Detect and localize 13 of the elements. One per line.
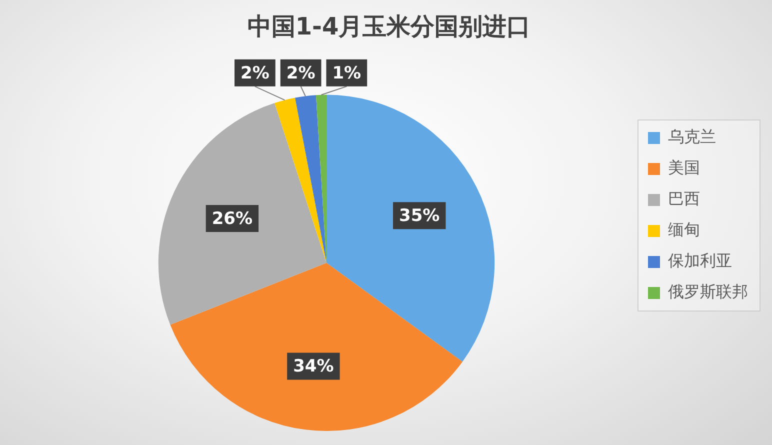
legend-label: 乌克兰 — [668, 127, 716, 146]
data-label: 35% — [399, 206, 440, 226]
data-label: 2% — [240, 63, 270, 84]
data-label: 26% — [212, 208, 253, 229]
chart-title: 中国1-4月玉米分国别进口 — [247, 12, 531, 41]
legend-label: 巴西 — [668, 189, 700, 208]
data-label: 34% — [293, 356, 334, 377]
legend-label: 保加利亚 — [668, 251, 732, 270]
legend-label: 美国 — [668, 158, 700, 178]
legend-label: 俄罗斯联邦 — [668, 282, 748, 302]
legend-label: 缅甸 — [668, 220, 700, 240]
data-label: 1% — [332, 63, 362, 84]
data-label: 2% — [286, 63, 316, 84]
